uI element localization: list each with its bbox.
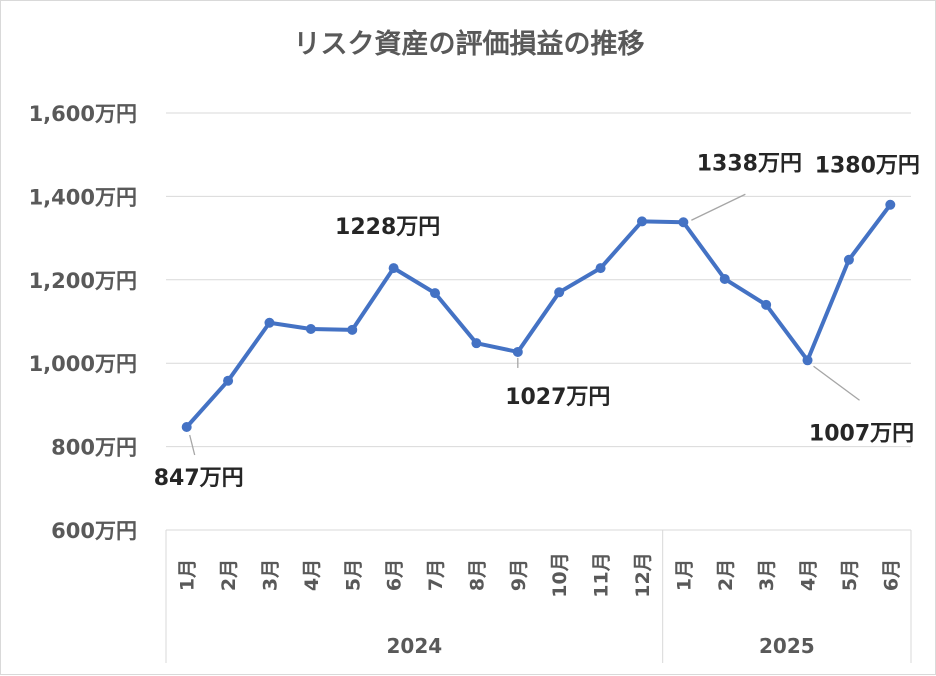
data-point	[885, 199, 896, 210]
leader-line	[691, 193, 746, 221]
data-point	[802, 355, 813, 366]
x-tick-label: 11月	[591, 552, 613, 597]
data-point	[554, 287, 565, 298]
data-point	[264, 317, 275, 328]
data-label: 1380万円	[815, 154, 920, 179]
data-point	[181, 422, 192, 433]
data-point	[347, 324, 358, 335]
y-axis: 600万円 800万円 1,000万円 1,200万円 1,400万円 1,600万円	[29, 102, 137, 543]
leader-line	[813, 365, 860, 401]
data-point	[512, 346, 523, 357]
x-tick-label: 3月	[756, 559, 778, 591]
x-tick-label: 1月	[673, 559, 695, 591]
x-tick-label: 2月	[218, 559, 240, 591]
data-point	[761, 299, 772, 310]
x-tick-label: 12月	[632, 552, 654, 597]
data-point	[223, 375, 234, 386]
y-tick-label: 800万円	[51, 436, 137, 460]
series-line	[184, 202, 893, 430]
data-point	[305, 324, 316, 335]
data-labels: 847万円 1228万円 1027万円 1338万円 1007万円 1380万円	[154, 151, 920, 491]
chart-title: リスク資産の評価損益の推移	[294, 28, 645, 60]
data-label: 1027万円	[505, 385, 610, 410]
data-point	[388, 263, 399, 274]
y-tick-label: 600万円	[51, 519, 137, 543]
year-label: 2024	[386, 634, 442, 658]
x-tick-label: 7月	[425, 559, 447, 591]
x-tick-label: 6月	[880, 559, 902, 591]
x-tick-label: 9月	[508, 559, 530, 591]
x-tick-label: 4月	[301, 559, 323, 591]
data-point	[636, 216, 647, 227]
y-tick-label: 1,000万円	[29, 352, 137, 376]
grid	[166, 112, 911, 448]
x-tick-label: 2月	[715, 559, 737, 591]
x-tick-label: 8月	[466, 559, 488, 591]
x-tick-label: 4月	[798, 559, 820, 591]
year-label: 2025	[759, 634, 815, 658]
y-tick-label: 1,400万円	[29, 185, 137, 209]
x-tick-label: 5月	[839, 559, 861, 591]
x-tick-label: 1月	[177, 559, 199, 591]
x-tick-label: 5月	[342, 559, 364, 591]
data-label: 847万円	[154, 466, 244, 491]
leader-line	[189, 434, 196, 456]
x-axis: 1月 2月 3月 4月 5月 6月 7月 8月 9月 10月 11月 12月 1月 2月 3月 4月 5月 6月 2…	[165, 529, 912, 663]
data-label: 1007万円	[809, 421, 914, 446]
data-point	[719, 273, 730, 284]
data-point	[471, 338, 482, 349]
data-point	[430, 288, 441, 299]
data-point	[595, 263, 606, 274]
x-tick-label: 6月	[384, 559, 406, 591]
data-label: 1228万円	[335, 215, 440, 240]
x-tick-label: 10月	[549, 552, 571, 597]
series	[181, 199, 896, 433]
y-tick-label: 1,200万円	[29, 269, 137, 293]
y-tick-label: 1,600万円	[29, 102, 137, 126]
x-tick-label: 3月	[259, 559, 281, 591]
data-label: 1338万円	[697, 151, 802, 176]
data-point	[678, 217, 689, 228]
data-point	[843, 254, 854, 265]
